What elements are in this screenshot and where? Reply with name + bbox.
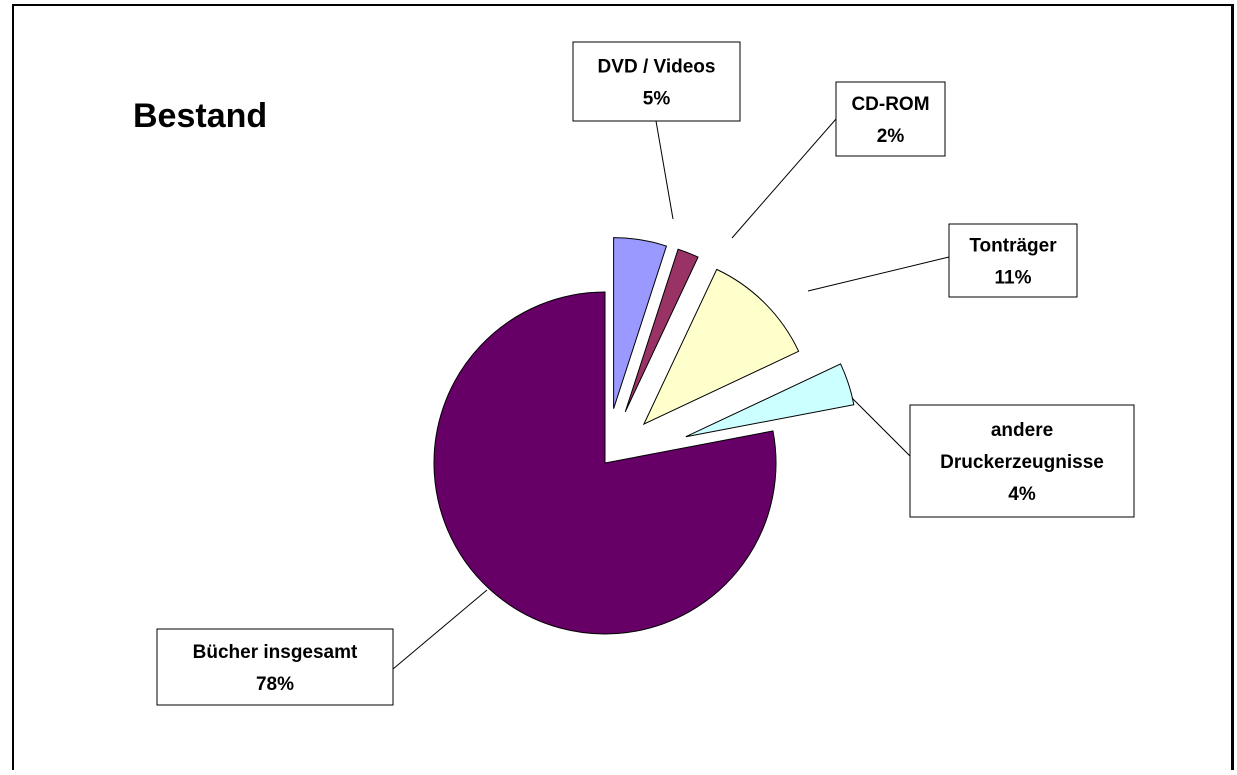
slice-name-2: DVD / Videos [598, 57, 716, 78]
pie-slice-1 [433, 291, 777, 635]
pie-slice-2 [613, 237, 668, 409]
leader-line-2 [655, 120, 674, 220]
leader-line-4 [807, 256, 950, 292]
slice-name-5: Druckerzeugnisse [940, 452, 1104, 473]
leader-line-5 [851, 397, 911, 457]
slice-name-1: Bücher insgesamt [193, 642, 358, 663]
slice-label-box-3: CD-ROM 2% [835, 81, 946, 157]
slice-percent-5: 4% [1008, 484, 1036, 505]
pie-slice-4 [642, 268, 800, 426]
pie-slice-5 [685, 363, 855, 438]
chart-title: Bestand [133, 97, 268, 135]
slice-label-box-2: DVD / Videos 5% [572, 41, 741, 122]
slice-label-box-1: Bücher insgesamt 78% [156, 628, 394, 706]
slice-label-box-4: Tonträger 11% [948, 223, 1078, 298]
slice-percent-2: 5% [643, 89, 671, 110]
slice-name-4: Tonträger [969, 236, 1057, 257]
leader-line-3 [731, 118, 837, 239]
leader-line-1 [392, 589, 488, 670]
slice-name-3: CD-ROM [851, 94, 929, 115]
slice-percent-1: 78% [256, 674, 294, 695]
pie-slice-3 [624, 248, 699, 413]
slice-label-box-5: andere Druckerzeugnisse 4% [909, 404, 1135, 518]
slice-percent-3: 2% [877, 126, 905, 147]
slice-percent-4: 11% [995, 268, 1032, 289]
slice-name-5: andere [991, 420, 1053, 441]
